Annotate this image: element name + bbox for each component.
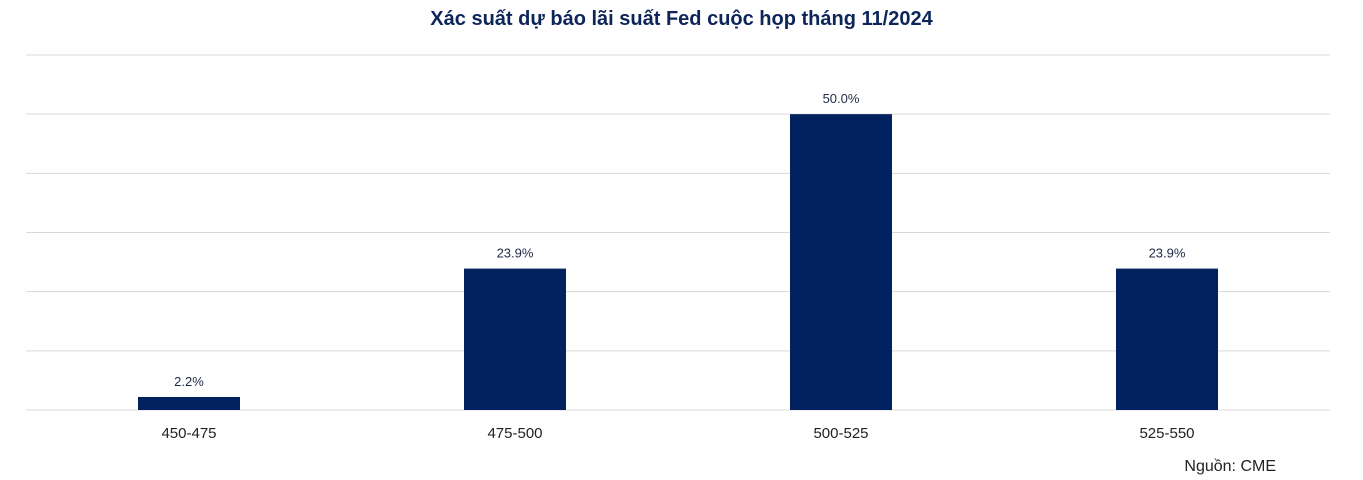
x-tick-label: 450-475 [161,425,216,442]
data-label: 23.9% [1149,246,1186,261]
bar-525-550 [1116,268,1218,410]
data-label: 2.2% [174,374,204,389]
bar-450-475 [138,396,240,410]
bar-500-525 [790,114,892,411]
x-tick-label: 525-550 [1139,425,1194,442]
data-label: 23.9% [497,246,534,261]
chart-title: Xác suất dự báo lãi suất Fed cuộc họp th… [430,8,933,30]
x-tick-label: 500-525 [813,425,868,442]
source-note: Nguồn: CME [1184,458,1276,475]
bar-475-500 [464,268,566,410]
data-label: 50.0% [823,91,860,106]
x-tick-label: 475-500 [487,425,542,442]
